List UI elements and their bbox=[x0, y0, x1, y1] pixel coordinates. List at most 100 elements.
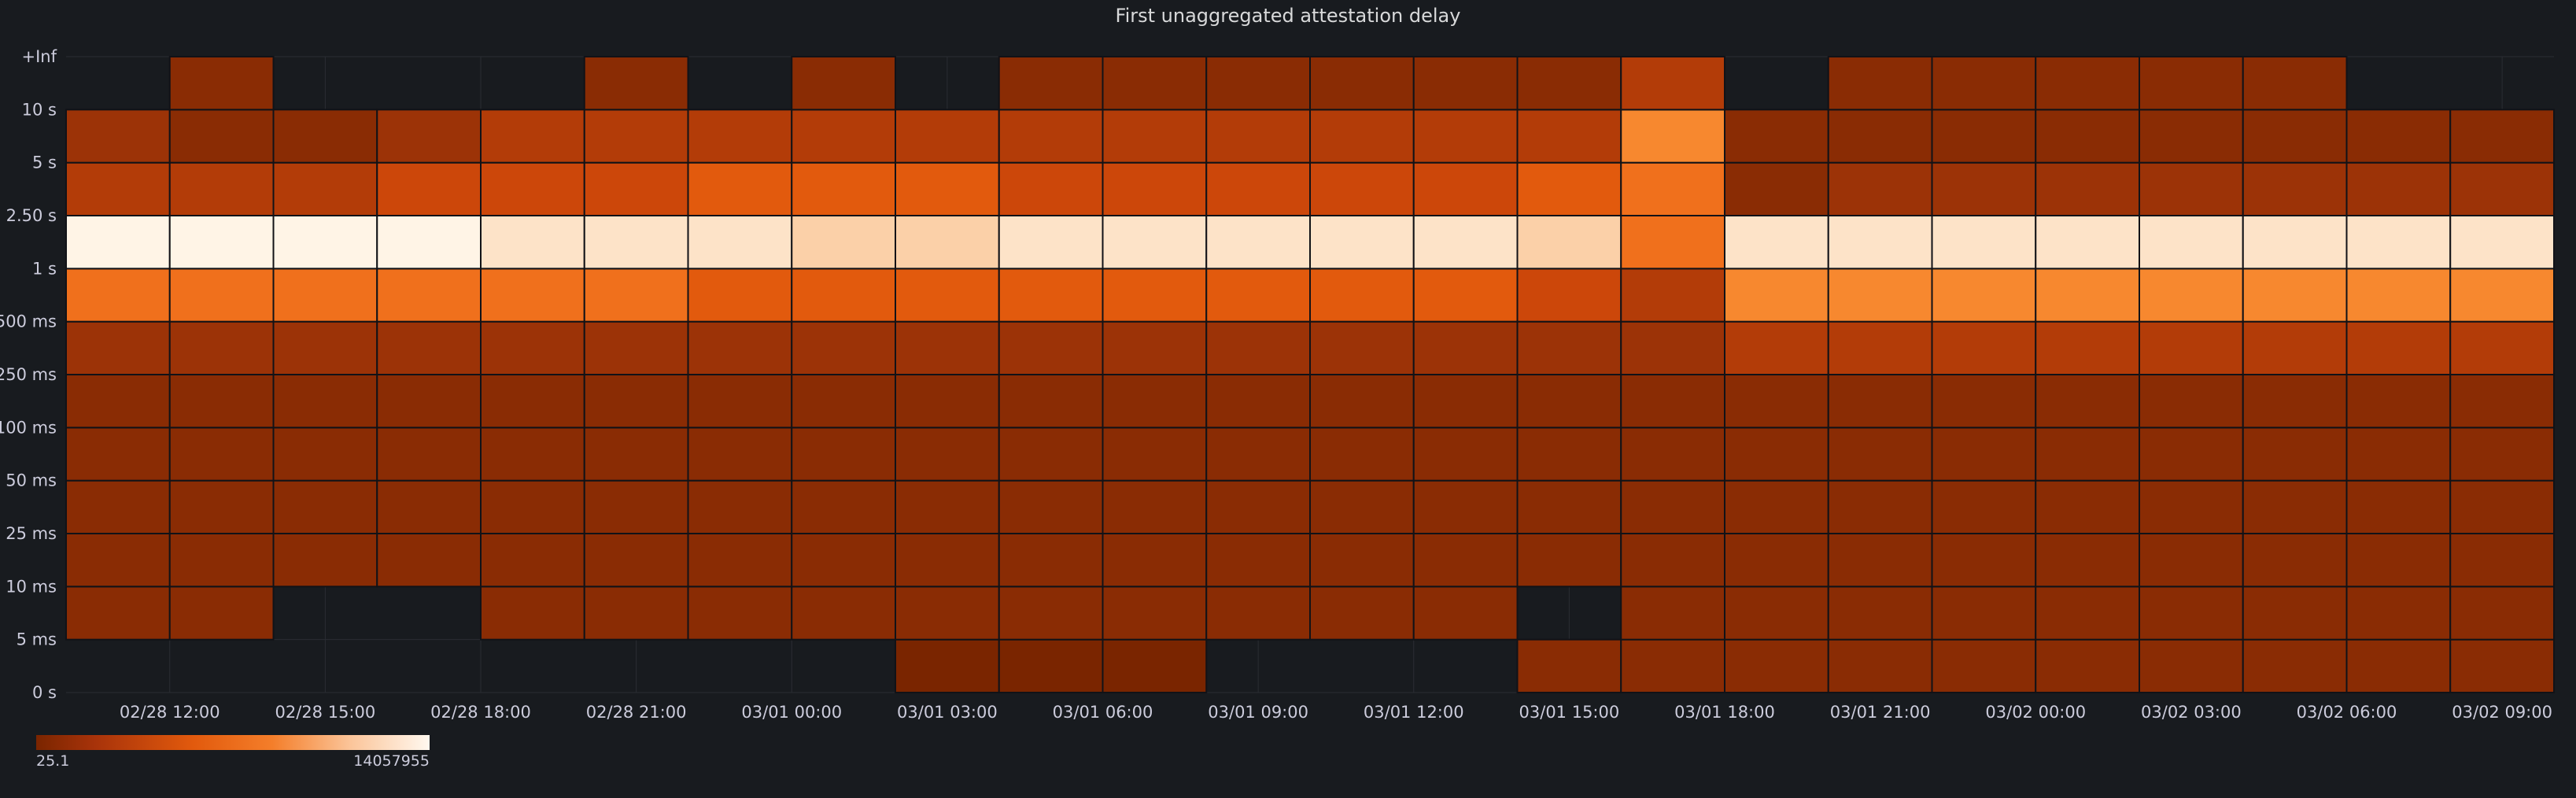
heatmap-cell[interactable] bbox=[168, 479, 275, 535]
heatmap-cell[interactable] bbox=[1205, 320, 1311, 375]
heatmap-cell[interactable] bbox=[2035, 427, 2140, 482]
heatmap-cell[interactable] bbox=[583, 215, 689, 270]
heatmap-cell[interactable] bbox=[480, 586, 585, 641]
heatmap-chart[interactable]: 0 s 5 ms 10 ms 25 ms 50 ms 100 ms 250 ms 500 ms… bbox=[0, 0, 2576, 732]
heatmap-cell[interactable] bbox=[1412, 374, 1519, 429]
heatmap-cell[interactable] bbox=[1205, 427, 1311, 482]
heatmap-cell[interactable] bbox=[376, 215, 482, 270]
heatmap-cell[interactable] bbox=[1516, 109, 1622, 164]
heatmap-cell[interactable] bbox=[1309, 320, 1415, 375]
heatmap-cell[interactable] bbox=[376, 109, 482, 164]
heatmap-cell[interactable] bbox=[480, 161, 585, 217]
heatmap-cell[interactable] bbox=[1620, 215, 1725, 270]
heatmap-cell[interactable] bbox=[1827, 374, 1933, 429]
heatmap-cell[interactable] bbox=[895, 586, 1000, 641]
heatmap-cell[interactable] bbox=[2139, 109, 2244, 164]
heatmap-cell[interactable] bbox=[1309, 533, 1415, 588]
heatmap-cell[interactable] bbox=[583, 479, 689, 535]
heatmap-cell[interactable] bbox=[1102, 586, 1208, 641]
heatmap-cell[interactable] bbox=[583, 56, 689, 111]
heatmap-cell[interactable] bbox=[2035, 479, 2140, 535]
heatmap-cell[interactable] bbox=[687, 320, 793, 375]
heatmap-cell[interactable] bbox=[168, 109, 275, 164]
heatmap-cell[interactable] bbox=[1412, 109, 1519, 164]
heatmap-cell[interactable] bbox=[1724, 161, 1829, 217]
heatmap-cell[interactable] bbox=[480, 533, 585, 588]
heatmap-cell[interactable] bbox=[65, 215, 171, 270]
heatmap-cell[interactable] bbox=[895, 215, 1000, 270]
heatmap-cell[interactable] bbox=[480, 215, 585, 270]
heatmap-cell[interactable] bbox=[687, 109, 793, 164]
heatmap-cell[interactable] bbox=[895, 427, 1000, 482]
heatmap-cell[interactable] bbox=[2242, 427, 2348, 482]
heatmap-cell[interactable] bbox=[583, 320, 689, 375]
heatmap-cell[interactable] bbox=[1724, 533, 1829, 588]
heatmap-cell[interactable] bbox=[687, 161, 793, 217]
heatmap-cell[interactable] bbox=[1102, 533, 1208, 588]
heatmap-cell[interactable] bbox=[895, 268, 1000, 323]
heatmap-cell[interactable] bbox=[1102, 56, 1208, 111]
heatmap-cell[interactable] bbox=[376, 374, 482, 429]
heatmap-cell[interactable] bbox=[480, 427, 585, 482]
heatmap-cell[interactable] bbox=[895, 479, 1000, 535]
heatmap-cell[interactable] bbox=[998, 427, 1104, 482]
heatmap-cell[interactable] bbox=[2139, 479, 2244, 535]
heatmap-cell[interactable] bbox=[2035, 161, 2140, 217]
heatmap-cell[interactable] bbox=[1827, 533, 1933, 588]
heatmap-cell[interactable] bbox=[1827, 320, 1933, 375]
heatmap-cell[interactable] bbox=[583, 586, 689, 641]
heatmap-cell[interactable] bbox=[2242, 533, 2348, 588]
heatmap-cell[interactable] bbox=[65, 586, 171, 641]
heatmap-cell[interactable] bbox=[168, 533, 275, 588]
heatmap-cell[interactable] bbox=[1620, 268, 1725, 323]
heatmap-cell[interactable] bbox=[2345, 427, 2452, 482]
heatmap-cell[interactable] bbox=[168, 56, 275, 111]
heatmap-cell[interactable] bbox=[168, 161, 275, 217]
heatmap-cell[interactable] bbox=[2139, 374, 2244, 429]
heatmap-cell[interactable] bbox=[1309, 479, 1415, 535]
heatmap-cell[interactable] bbox=[2345, 586, 2452, 641]
heatmap-cell[interactable] bbox=[2242, 320, 2348, 375]
heatmap-cell[interactable] bbox=[998, 638, 1104, 694]
heatmap-cell[interactable] bbox=[583, 268, 689, 323]
heatmap-cell[interactable] bbox=[1931, 161, 2037, 217]
heatmap-cell[interactable] bbox=[272, 320, 378, 375]
heatmap-cell[interactable] bbox=[1827, 56, 1933, 111]
heatmap-cell[interactable] bbox=[65, 161, 171, 217]
heatmap-cell[interactable] bbox=[2139, 427, 2244, 482]
heatmap-cell[interactable] bbox=[65, 374, 171, 429]
heatmap-cell[interactable] bbox=[2139, 586, 2244, 641]
heatmap-cell[interactable] bbox=[1516, 56, 1622, 111]
heatmap-cell[interactable] bbox=[791, 533, 896, 588]
heatmap-cell[interactable] bbox=[1102, 479, 1208, 535]
heatmap-cell[interactable] bbox=[1412, 320, 1519, 375]
heatmap-cell[interactable] bbox=[791, 215, 896, 270]
heatmap-cell[interactable] bbox=[1412, 533, 1519, 588]
panel-title[interactable]: First unaggregated attestation delay bbox=[1115, 5, 1461, 27]
heatmap-cell[interactable] bbox=[1516, 215, 1622, 270]
heatmap-cell[interactable] bbox=[272, 215, 378, 270]
heatmap-cell[interactable] bbox=[791, 109, 896, 164]
heatmap-cell[interactable] bbox=[376, 533, 482, 588]
heatmap-cell[interactable] bbox=[1205, 586, 1311, 641]
heatmap-cell[interactable] bbox=[791, 161, 896, 217]
heatmap-cell[interactable] bbox=[1205, 374, 1311, 429]
heatmap-cell[interactable] bbox=[1102, 638, 1208, 694]
heatmap-cell[interactable] bbox=[1931, 479, 2037, 535]
heatmap-cell[interactable] bbox=[2035, 109, 2140, 164]
heatmap-cell[interactable] bbox=[687, 586, 793, 641]
heatmap-cell[interactable] bbox=[1309, 109, 1415, 164]
heatmap-cell[interactable] bbox=[791, 586, 896, 641]
heatmap-cell[interactable] bbox=[791, 374, 896, 429]
heatmap-cell[interactable] bbox=[791, 427, 896, 482]
heatmap-cell[interactable] bbox=[2242, 268, 2348, 323]
heatmap-cell[interactable] bbox=[1309, 268, 1415, 323]
heatmap-cell[interactable] bbox=[895, 638, 1000, 694]
heatmap-cell[interactable] bbox=[2242, 109, 2348, 164]
heatmap-cell[interactable] bbox=[687, 268, 793, 323]
heatmap-cell[interactable] bbox=[583, 109, 689, 164]
heatmap-cell[interactable] bbox=[1620, 56, 1725, 111]
heatmap-cell[interactable] bbox=[1931, 586, 2037, 641]
heatmap-cell[interactable] bbox=[687, 479, 793, 535]
heatmap-cell[interactable] bbox=[1412, 56, 1519, 111]
